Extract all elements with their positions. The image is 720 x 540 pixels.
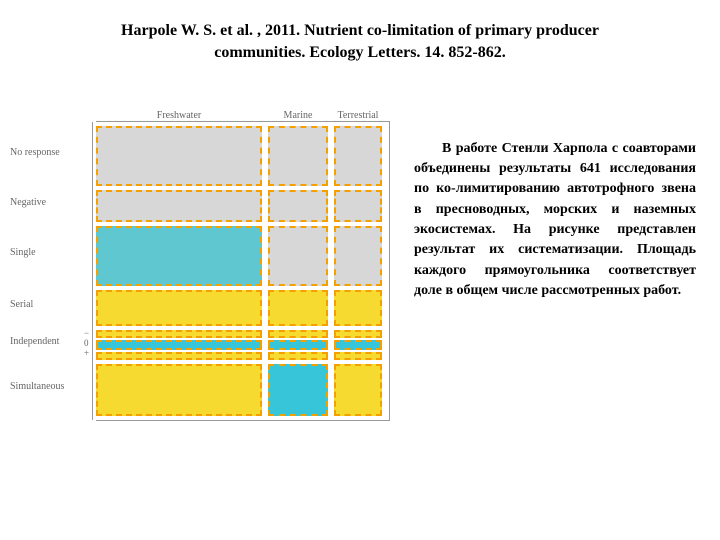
mosaic-tile [268,126,328,186]
mosaic-tile [334,226,382,286]
mosaic-tile [268,290,328,326]
citation-title: Harpole W. S. et al. , 2011. Nutrient co… [0,0,720,75]
column-label: Marine [268,110,328,121]
row-label: No response [10,121,92,185]
mosaic-tile [334,330,382,338]
mosaic-tile [268,190,328,222]
mosaic-tile [334,364,382,416]
mosaic-tile [96,226,262,286]
mosaic-tile [334,126,382,186]
row-label: Negative [10,185,92,221]
row-label: Serial [10,285,92,325]
independent-sign: + [84,348,89,358]
mosaic-tile [96,126,262,186]
y-axis-labels: No responseNegativeSingleSerialIndepende… [10,105,92,421]
mosaic-tile [268,364,328,416]
independent-sign: − [84,328,89,338]
mosaic-column [334,126,382,416]
mosaic-column [268,126,328,416]
mosaic-tile [96,340,262,350]
content-row: No responseNegativeSingleSerialIndepende… [0,75,720,421]
mosaic-tile [96,364,262,416]
column-label: Freshwater [96,110,262,121]
mosaic-column: −0+ [96,126,262,416]
row-label: Single [10,221,92,285]
independent-group [268,330,328,360]
mosaic-wrap: Freshwater Marine Terrestrial −0+ [96,105,390,421]
title-line-1: Harpole W. S. et al. , 2011. Nutrient co… [60,20,660,42]
mosaic-grid: −0+ [96,121,390,421]
mosaic-tile [96,190,262,222]
mosaic-tile [268,340,328,350]
title-line-2: communities. Ecology Letters. 14. 852-86… [60,42,660,64]
row-label: Independent [10,325,92,359]
mosaic-tile [334,290,382,326]
mosaic-tile [334,340,382,350]
column-labels: Freshwater Marine Terrestrial [96,105,390,121]
description-text: В работе Стенли Харпола с соавторами объ… [414,141,696,298]
mosaic-chart: No responseNegativeSingleSerialIndepende… [10,105,390,421]
mosaic-tile [96,330,262,338]
mosaic-tile [268,352,328,360]
mosaic-tile [268,226,328,286]
mosaic-tile [268,330,328,338]
independent-group: −0+ [96,330,262,360]
row-label: Simultaneous [10,359,92,415]
independent-group [334,330,382,360]
mosaic-tile [96,290,262,326]
column-label: Terrestrial [334,110,382,121]
independent-sign: 0 [84,338,89,348]
mosaic-tile [334,352,382,360]
mosaic-tile [96,352,262,360]
description-paragraph: В работе Стенли Харпола с соавторами объ… [414,105,700,421]
mosaic-tile [334,190,382,222]
